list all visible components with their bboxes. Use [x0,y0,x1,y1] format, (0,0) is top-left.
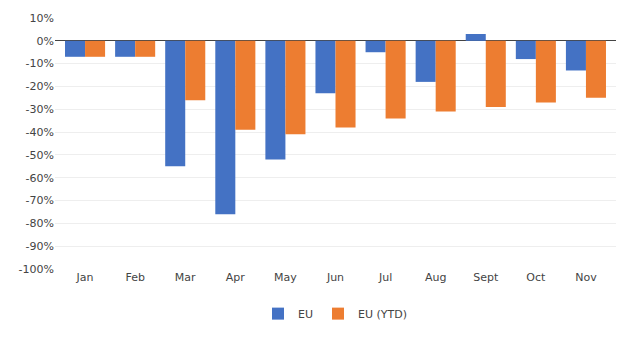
svg-text:-100%: -100% [19,263,54,276]
svg-text:10%: 10% [30,12,54,25]
svg-text:-10%: -10% [26,57,54,70]
svg-text:-40%: -40% [26,126,54,139]
svg-text:Apr: Apr [226,271,246,284]
svg-text:Aug: Aug [425,271,446,284]
svg-text:Oct: Oct [526,271,546,284]
svg-text:Nov: Nov [575,271,597,284]
svg-text:-90%: -90% [26,240,54,253]
svg-text:Jan: Jan [76,271,94,284]
svg-text:EU (YTD): EU (YTD) [358,308,407,321]
svg-text:EU: EU [298,308,313,321]
svg-text:-30%: -30% [26,103,54,116]
svg-text:Sept: Sept [473,271,499,284]
svg-text:May: May [274,271,297,284]
svg-text:Jun: Jun [326,271,344,284]
svg-text:-60%: -60% [26,172,54,185]
svg-text:Feb: Feb [125,271,144,284]
svg-text:-20%: -20% [26,80,54,93]
svg-text:-50%: -50% [26,149,54,162]
svg-text:-80%: -80% [26,217,54,230]
svg-text:0%: 0% [37,35,54,48]
svg-text:-70%: -70% [26,194,54,207]
svg-text:Mar: Mar [175,271,196,284]
svg-text:Jul: Jul [378,271,392,284]
